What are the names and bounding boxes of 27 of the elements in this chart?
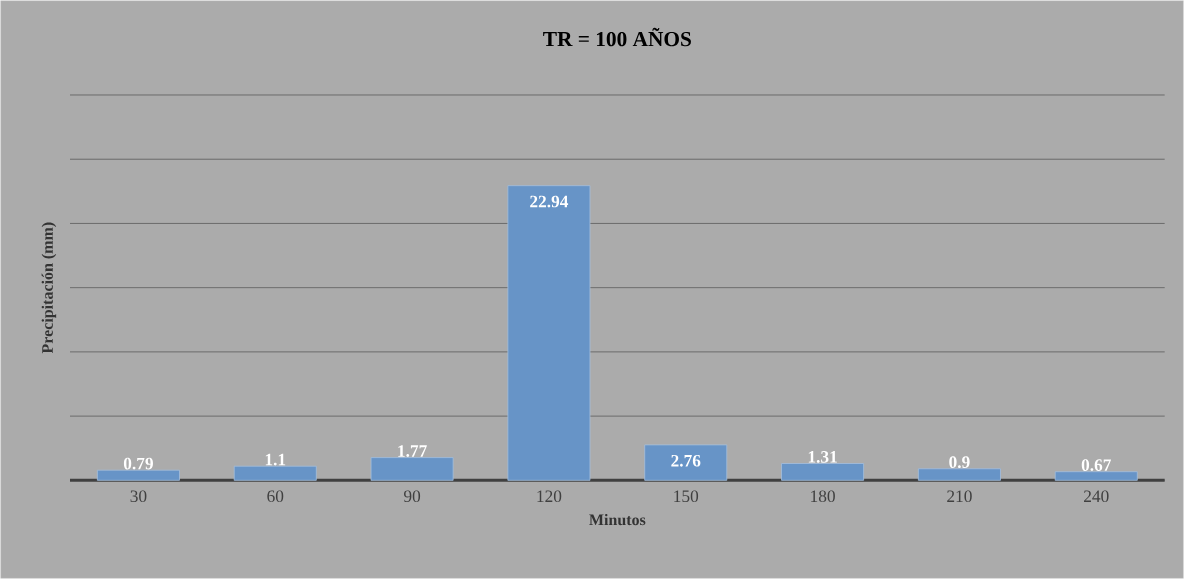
- x-axis-title: Minutos: [589, 513, 646, 526]
- data-label: 0.67: [1081, 459, 1111, 472]
- bar: [507, 185, 591, 481]
- data-label: 1.77: [398, 445, 427, 457]
- chart-title: TR = 100 AÑOS: [543, 27, 691, 47]
- x-tick-label: 60: [267, 490, 284, 503]
- x-tick-label: 180: [811, 490, 835, 503]
- x-tick-label: 90: [403, 490, 421, 503]
- data-label: 0.9: [949, 456, 970, 469]
- x-tick-label: 150: [674, 490, 699, 503]
- data-label: 1.1: [265, 453, 286, 466]
- bar: [917, 468, 1001, 481]
- bar: [644, 444, 728, 481]
- bar: [1054, 471, 1138, 481]
- x-tick-label: 210: [947, 490, 972, 503]
- bar: [370, 457, 454, 481]
- data-label: 22.94: [530, 195, 569, 208]
- bar: [96, 469, 180, 481]
- x-tick-label: 240: [1084, 490, 1109, 503]
- data-label: 0.79: [123, 457, 153, 470]
- bar: [233, 465, 317, 481]
- y-axis-title: Precipitación (mm): [41, 222, 57, 354]
- bar: [781, 463, 865, 481]
- x-tick-label: 120: [537, 490, 562, 503]
- x-tick-label: 30: [130, 490, 147, 503]
- data-label: 2.76: [671, 454, 701, 467]
- data-label: 1.31: [808, 451, 837, 463]
